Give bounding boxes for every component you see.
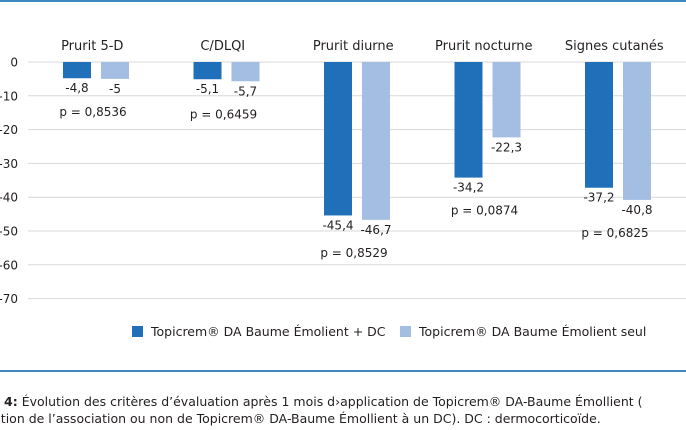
y-tick-label: -10 [0, 89, 18, 103]
y-tick-label: -60 [0, 258, 18, 272]
caption-line-1: g. 4: Évolution des critères d’évaluatio… [0, 393, 686, 410]
bar [324, 62, 352, 216]
y-tick-label: -40 [0, 191, 18, 205]
data-label: -4,8 [65, 81, 88, 95]
data-label: -45,4 [322, 218, 353, 232]
category-label: C/DLQI [200, 39, 245, 54]
data-label: -46,7 [360, 223, 391, 237]
bar [454, 62, 483, 178]
bar [63, 62, 91, 79]
y-tick-label: -50 [0, 225, 18, 239]
y-tick-label: -30 [0, 157, 18, 171]
p-value-label: p = 0,8536 [59, 105, 126, 119]
y-tick-label: -70 [0, 292, 18, 306]
bar [492, 62, 521, 138]
category-label: Prurit nocturne [435, 39, 532, 54]
y-tick-label: 0 [10, 56, 18, 70]
p-value-label: p = 0,6459 [190, 107, 257, 121]
figure-caption: g. 4: Évolution des critères d’évaluatio… [0, 393, 686, 427]
legend-swatch [400, 326, 411, 337]
category-label: Prurit 5-D [61, 39, 123, 54]
bar [193, 62, 222, 80]
p-value-label: p = 0,0874 [451, 204, 518, 218]
bar [101, 62, 129, 79]
data-label: -22,3 [491, 140, 522, 154]
bar [585, 62, 613, 188]
legend-label: Topicrem® DA Baume Émolient + DC [150, 324, 386, 339]
legend-swatch [132, 326, 143, 337]
p-value-label: p = 0,8529 [320, 246, 387, 260]
top-rule [0, 0, 686, 2]
caption-text-1: Évolution des critères d’évaluation aprè… [17, 394, 643, 409]
figure-label: g. 4: [0, 394, 18, 409]
category-label: Prurit diurne [313, 39, 394, 54]
p-value-label: p = 0,6825 [581, 226, 648, 240]
y-tick-label: -20 [0, 123, 18, 137]
bar-chart: 0 -10 -20 -30 -40 -50 -60 -70 Prurit 5-D -4,8 -5 p … [0, 39, 686, 339]
caption-line-2: nction de l’association ou non de Topicr… [0, 411, 601, 426]
data-label: -40,8 [621, 203, 652, 217]
bar [362, 62, 390, 220]
category-label: Signes cutanés [565, 39, 664, 54]
legend-label: Topicrem® DA Baume Émolient seul [418, 324, 646, 339]
bar [623, 62, 651, 200]
bar [231, 62, 260, 82]
data-label: -37,2 [583, 191, 614, 205]
data-label: -5,1 [196, 82, 219, 96]
caption-rule [0, 370, 686, 372]
data-label: -5,7 [234, 84, 257, 98]
data-label: -34,2 [453, 181, 484, 195]
data-label: -5 [109, 82, 121, 96]
